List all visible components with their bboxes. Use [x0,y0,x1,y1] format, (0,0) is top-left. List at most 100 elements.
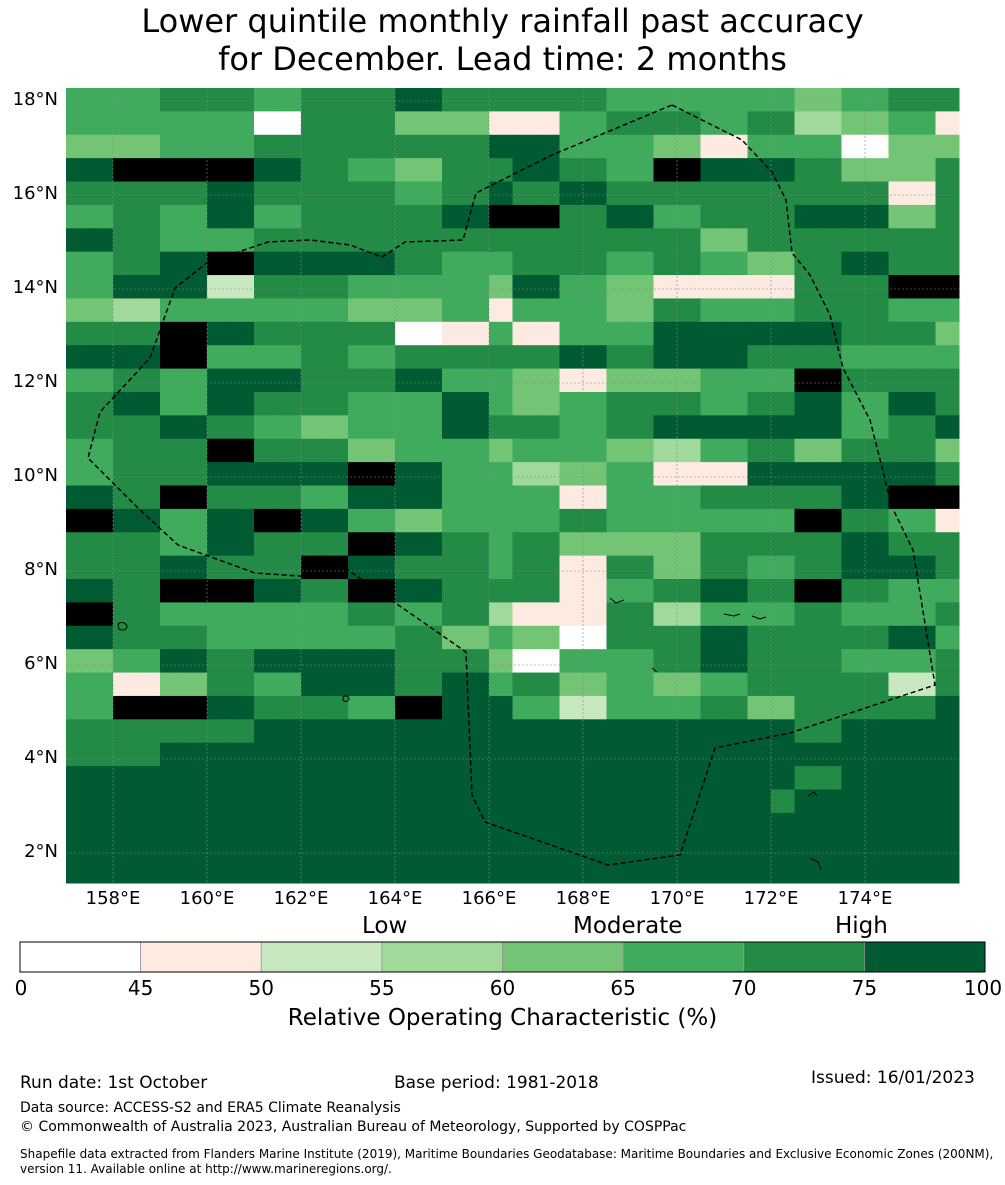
map-cell [442,462,466,486]
map-cell [442,391,466,416]
map-cell [912,204,936,229]
map-cell [395,555,419,580]
map-cell [865,625,889,650]
map-cell [489,766,513,790]
map-cell [888,789,913,814]
map-cell [536,298,560,323]
map-cell [489,158,513,183]
map-cell [653,766,678,790]
map-cell [207,111,231,136]
map-cell [207,836,231,861]
map-cell [724,181,748,206]
map-cell [653,859,678,884]
map-cell [301,602,325,627]
map-cell [724,789,748,814]
map-cell [794,555,819,580]
map-cell [160,579,184,603]
map-cell [512,134,537,159]
map-cell [559,695,584,720]
map-cell [747,485,772,510]
map-cell [512,672,537,697]
map-cell [183,158,208,183]
map-cell [301,836,325,861]
map-cell [606,555,631,580]
map-cell [230,719,255,744]
map-cell [888,836,913,861]
map-cell [254,719,278,744]
map-cell [935,859,960,884]
map-cell [794,462,819,486]
map-cell [888,508,913,533]
map-cell [230,391,255,416]
map-cell [865,579,889,603]
map-cell [371,251,396,276]
map-cell [465,111,490,136]
map-cell [935,789,960,814]
map-cell [324,251,349,276]
map-cell [724,251,748,276]
map-cell [912,836,936,861]
map-cell [606,766,631,790]
map-cell [700,742,725,767]
map-cell [724,532,748,557]
map-cell [512,345,537,370]
map-cell [442,789,466,814]
map-cell [301,625,325,650]
latitude-label: 16°N [12,183,58,204]
map-cell [630,391,654,416]
map-cell [301,391,325,416]
map-cell [818,345,842,370]
map-cell [865,555,889,580]
map-cell [160,672,184,697]
map-cell [301,321,325,346]
map-cell [324,438,349,463]
map-cell [536,181,560,206]
map-cell [489,789,513,814]
map-cell [230,462,255,486]
map-cell [277,532,302,557]
map-cell [371,532,396,557]
map-cell [818,789,842,814]
map-cell [277,134,302,159]
map-cell [395,415,419,440]
map-cell [207,158,231,183]
issued-date: Issued: 16/01/2023 [811,1068,975,1088]
map-cell [418,719,443,744]
map-cell [841,649,866,674]
map-cell [230,859,255,884]
map-cell [724,134,748,159]
map-cell [277,415,302,440]
map-cell [888,742,913,767]
map-cell [348,789,372,814]
map-cell [935,391,960,416]
map-cell [348,485,372,510]
map-cell [888,321,913,346]
map-cell [301,251,325,276]
map-cell [912,625,936,650]
map-cell [583,158,607,183]
map-cell [418,508,443,533]
latitude-label: 18°N [12,89,58,110]
map-cell [512,695,537,720]
map-cell [771,812,795,837]
map-cell [606,438,631,463]
map-cell [559,462,584,486]
map-cell [771,462,795,486]
map-cell [583,391,607,416]
map-cell [89,836,114,861]
map-cell [442,204,466,229]
map-cell [747,695,772,720]
map-cell [183,251,208,276]
map-cell [653,602,678,627]
map-cell [818,672,842,697]
map-cell [183,719,208,744]
map-cell [324,275,349,299]
map-cell [395,391,419,416]
map-cell [912,438,936,463]
map-cell [324,695,349,720]
map-cell [371,625,396,650]
map-cell [277,204,302,229]
map-cell [771,649,795,674]
map-cell [771,532,795,557]
map-cell [113,111,137,136]
